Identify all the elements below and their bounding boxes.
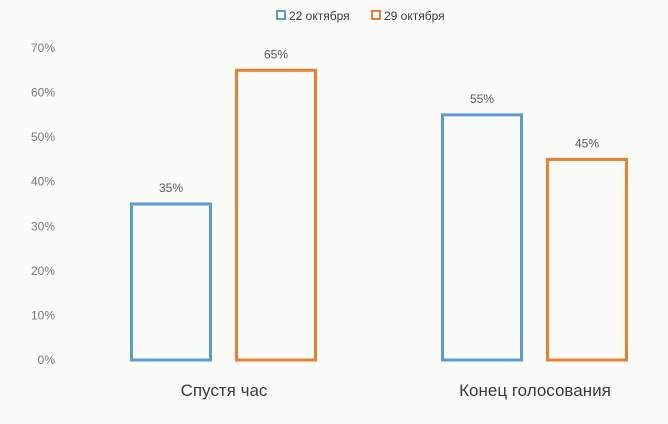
y-tick-label: 30% [31,219,55,233]
y-tick-label: 50% [31,130,55,144]
y-tick-label: 0% [38,353,56,367]
y-tick-label: 40% [31,175,55,189]
legend-swatch [371,10,381,20]
data-label: 45% [575,136,599,150]
x-category-label: Конец голосования [459,381,611,400]
y-tick-label: 10% [31,308,55,322]
y-tick-label: 60% [31,86,55,100]
legend-label: 22 октября [289,9,350,23]
data-label: 55% [470,92,494,106]
legend-label: 29 октября [384,9,445,23]
legend-swatch [276,10,286,20]
y-tick-label: 20% [31,264,55,278]
y-tick-label: 70% [31,41,55,55]
bar-1-1 [546,157,628,362]
bar-1-0 [235,68,317,362]
x-category-label: Спустя час [181,381,268,400]
bar-0-0 [130,202,212,362]
data-label: 35% [159,181,183,195]
data-label: 65% [264,47,288,61]
bar-0-1 [441,113,523,362]
